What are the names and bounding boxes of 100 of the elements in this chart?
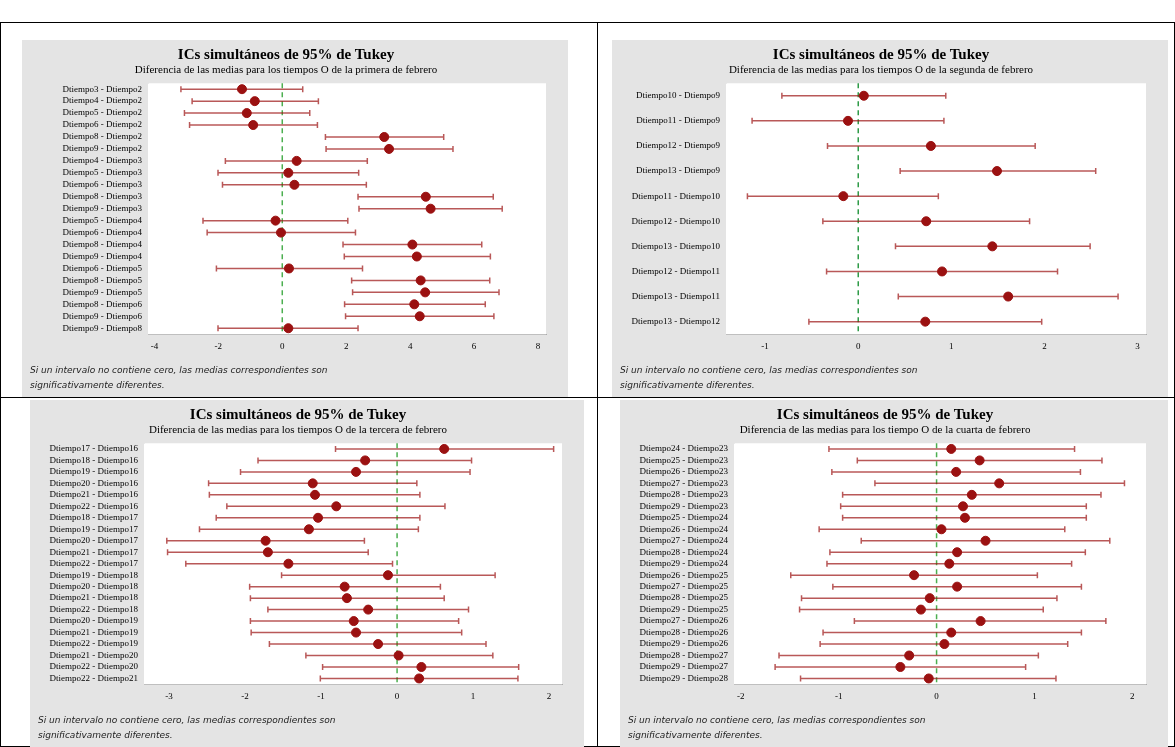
- point: [289, 179, 300, 190]
- point: [348, 616, 359, 627]
- y-tick-label: Dtiempo29 - Dtiempo25: [639, 603, 729, 614]
- y-tick-label: Dtiempo22 - Dtiempo19: [49, 638, 139, 649]
- point: [925, 140, 936, 151]
- point: [275, 227, 286, 238]
- y-tick-label: Dtiempo27 - Dtiempo23: [639, 477, 729, 488]
- point: [339, 581, 350, 592]
- point: [895, 661, 906, 672]
- point: [351, 627, 362, 638]
- point: [975, 616, 986, 627]
- chart-title: ICs simultáneos de 95% de Tukey: [177, 45, 395, 62]
- y-tick-label: Dtiempo20 - Dtiempo18: [49, 581, 139, 592]
- x-tick-label: 0: [934, 690, 940, 701]
- y-tick-label: Dtiempo22 - Dtiempo21: [49, 672, 138, 683]
- chart-title: ICs simultáneos de 95% de Tukey: [776, 405, 994, 422]
- point: [283, 323, 294, 334]
- point: [994, 478, 1005, 489]
- y-tick-label: Dtiempo18 - Dtiempo16: [49, 454, 139, 465]
- x-tick-label: 2: [343, 340, 349, 351]
- chart-title: ICs simultáneos de 95% de Tukey: [189, 405, 407, 422]
- point: [260, 535, 271, 546]
- x-tick-label: 2: [546, 690, 552, 701]
- y-tick-label: Dtiempo12 - Dtiempo11: [631, 265, 720, 276]
- point: [307, 478, 318, 489]
- point: [420, 191, 431, 202]
- point: [351, 466, 362, 477]
- x-tick-label: -1: [317, 690, 325, 701]
- y-tick-label: Dtiempo3 - Dtiempo2: [62, 83, 142, 94]
- point: [939, 639, 950, 650]
- y-tick-label: Dtiempo25 - Dtiempo23: [639, 454, 729, 465]
- y-tick-label: Dtiempo6 - Dtiempo2: [62, 119, 142, 130]
- y-tick-label: Dtiempo9 - Dtiempo6: [62, 310, 143, 321]
- y-tick-label: Dtiempo19 - Dtiempo18: [49, 569, 139, 580]
- point: [331, 501, 342, 512]
- point: [407, 239, 418, 250]
- x-tick-label: 4: [407, 340, 413, 351]
- point: [974, 455, 985, 466]
- y-tick-label: Dtiempo28 - Dtiempo26: [639, 626, 729, 637]
- chart-subtitle: Diferencia de las medias para los tiempos O de la tercera de febrero: [148, 423, 448, 436]
- point: [858, 90, 869, 101]
- point: [420, 287, 431, 298]
- y-tick-label: Dtiempo19 - Dtiempo16: [49, 466, 139, 477]
- y-tick-label: Dtiempo29 - Dtiempo24: [639, 558, 729, 569]
- y-tick-label: Dtiempo4 - Dtiempo3: [62, 155, 143, 166]
- point: [379, 131, 390, 142]
- y-tick-label: Dtiempo9 - Dtiempo4: [62, 250, 143, 261]
- y-tick-label: Dtiempo29 - Dtiempo28: [639, 672, 729, 683]
- point: [415, 275, 426, 286]
- y-tick-label: Dtiempo22 - Dtiempo16: [49, 500, 139, 511]
- point: [313, 512, 324, 523]
- point: [303, 524, 314, 535]
- point: [980, 535, 991, 546]
- point: [382, 570, 393, 581]
- y-tick-label: Dtiempo4 - Dtiempo2: [62, 95, 142, 106]
- chart-title: ICs simultáneos de 95% de Tukey: [772, 45, 990, 62]
- y-tick-label: Dtiempo9 - Dtiempo8: [62, 322, 143, 333]
- y-tick-label: Dtiempo22 - Dtiempo17: [49, 558, 139, 569]
- y-tick-label: Dtiempo8 - Dtiempo6: [62, 298, 143, 309]
- point: [920, 316, 931, 327]
- point: [241, 108, 252, 119]
- x-tick-label: -4: [150, 340, 159, 351]
- y-tick-label: Dtiempo27 - Dtiempo26: [639, 615, 729, 626]
- x-tick-label: 0: [394, 690, 400, 701]
- point: [270, 215, 281, 226]
- point: [909, 570, 920, 581]
- x-tick-label: 3: [1135, 340, 1141, 351]
- text: Si un intervalo no contiene cero, las medias correspondientes son significativamente diferentes.: [38, 714, 337, 742]
- y-tick-label: Dtiempo27 - Dtiempo24: [639, 535, 729, 546]
- x-tick-label: 1: [1032, 690, 1037, 701]
- point: [923, 673, 934, 684]
- y-tick-label: Dtiempo21 - Dtiempo18: [49, 592, 139, 603]
- y-tick-label: Dtiempo6 - Dtiempo5: [62, 262, 143, 273]
- x-tick-label: -2: [241, 690, 249, 701]
- y-tick-label: Dtiempo28 - Dtiempo25: [639, 592, 729, 603]
- text: Si un intervalo no contiene cero, las medias correspondientes son significativamente diferentes.: [620, 364, 919, 392]
- point: [439, 443, 450, 454]
- x-tick-label: 0: [280, 340, 286, 351]
- y-tick-label: Dtiempo20 - Dtiempo16: [49, 477, 139, 488]
- point: [958, 501, 968, 512]
- y-tick-label: Dtiempo5 - Dtiempo2: [62, 107, 142, 118]
- point: [341, 593, 352, 604]
- point: [946, 443, 957, 454]
- point: [283, 558, 294, 569]
- y-tick-label: Dtiempo11 - Dtiempo10: [631, 190, 721, 201]
- y-tick-label: Dtiempo9 - Dtiempo2: [62, 143, 142, 154]
- y-tick-label: Dtiempo28 - Dtiempo24: [639, 546, 729, 557]
- y-tick-label: Dtiempo20 - Dtiempo17: [49, 535, 139, 546]
- x-tick-label: -2: [214, 340, 223, 351]
- y-tick-label: Dtiempo21 - Dtiempo17: [49, 546, 139, 557]
- y-tick-label: Dtiempo21 - Dtiempo16: [49, 489, 139, 500]
- point: [249, 96, 260, 107]
- y-tick-label: Dtiempo21 - Dtiempo19: [49, 626, 139, 637]
- y-tick-label: Dtiempo19 - Dtiempo17: [49, 523, 139, 534]
- y-tick-label: Dtiempo22 - Dtiempo20: [49, 661, 139, 672]
- point: [952, 547, 963, 558]
- y-tick-label: Dtiempo21 - Dtiempo20: [49, 649, 139, 660]
- point: [937, 266, 948, 277]
- point: [248, 120, 259, 131]
- point: [921, 216, 932, 227]
